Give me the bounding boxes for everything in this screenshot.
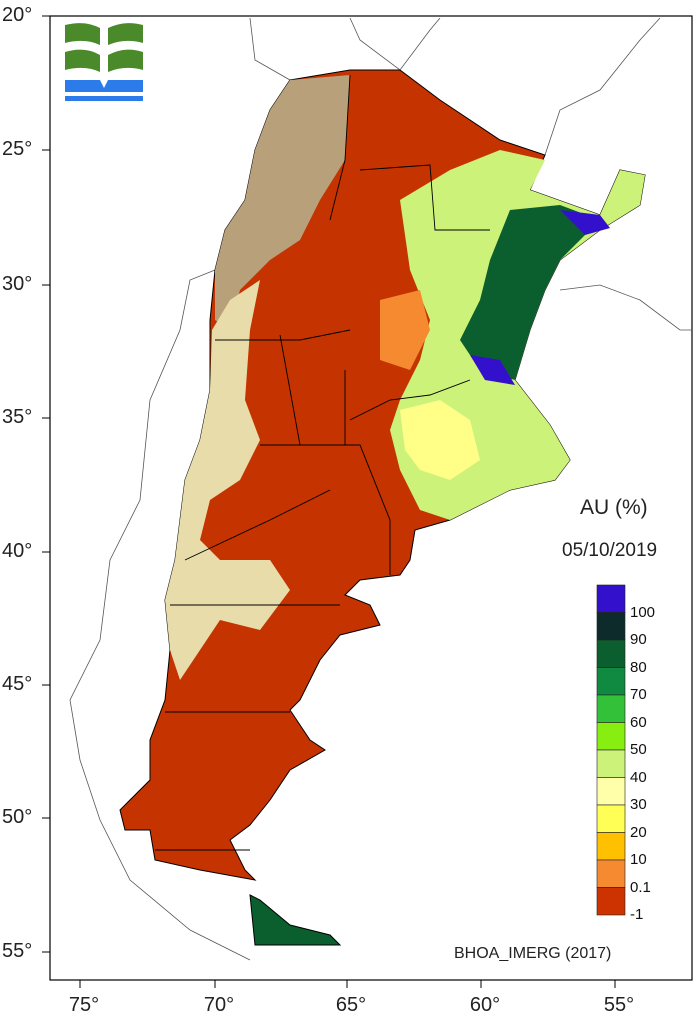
lon-tick-label: 65°	[335, 994, 367, 1016]
saturated-blue-2	[470, 355, 515, 385]
orange-transition	[380, 290, 430, 370]
andes-zone	[215, 75, 350, 330]
legend-label: 0.1	[630, 878, 651, 896]
legend-label: 60	[630, 713, 647, 731]
legend-swatch	[596, 584, 626, 613]
andes-light-zone	[165, 280, 290, 680]
lat-tick-label: 55°	[2, 940, 33, 962]
legend-swatch	[596, 832, 626, 861]
mesopotamia-dark-wet	[460, 205, 600, 380]
legend-label: 30	[630, 796, 647, 813]
variable-title: AU (%)	[580, 496, 648, 519]
legend-swatch	[596, 777, 626, 806]
lon-tick-label: 60°	[469, 994, 501, 1016]
lon-tick-label: 75°	[68, 994, 100, 1016]
legend-swatch	[596, 639, 626, 668]
legend-label: 80	[630, 658, 647, 676]
data-source: BHOA_IMERG (2017)	[454, 945, 612, 962]
legend-swatch	[596, 667, 626, 696]
lat-tick-label: 20°	[2, 4, 33, 26]
lat-tick-label: 25°	[2, 138, 33, 160]
lon-tick-label: 55°	[603, 994, 635, 1016]
lat-tick-label: 30°	[2, 273, 33, 295]
legend-swatch	[596, 694, 626, 723]
neighbor-borders	[69, 17, 692, 961]
legend-label: 20	[630, 823, 647, 841]
lat-tick-label: 45°	[2, 673, 33, 695]
legend-label: -1	[630, 906, 644, 923]
legend-label: 40	[630, 768, 647, 786]
legend-swatch	[596, 722, 626, 751]
legend-colorbar	[596, 584, 626, 916]
lat-tick-label: 50°	[2, 806, 33, 828]
lat-tick-label: 40°	[2, 540, 33, 562]
axis-ticks	[42, 15, 616, 988]
lon-tick-label: 70°	[203, 994, 235, 1016]
legend-swatch	[596, 804, 626, 833]
tierra-del-fuego	[249, 894, 342, 946]
legend-swatch	[596, 887, 626, 916]
legend-swatch	[596, 612, 626, 641]
legend-label: 90	[630, 631, 647, 648]
map-date: 05/10/2019	[562, 540, 658, 561]
legend-label: 100	[630, 603, 656, 621]
logo	[65, 23, 143, 101]
legend-label: 10	[630, 851, 647, 868]
legend-label: 70	[630, 686, 647, 703]
province-borders	[155, 74, 490, 851]
saturated-blue-1	[560, 210, 610, 235]
legend-label: 50	[630, 741, 647, 758]
buenos-aires-yellow	[400, 400, 480, 480]
legend-swatch	[596, 859, 626, 888]
legend-swatch	[596, 749, 626, 778]
lat-tick-label: 35°	[2, 406, 33, 428]
